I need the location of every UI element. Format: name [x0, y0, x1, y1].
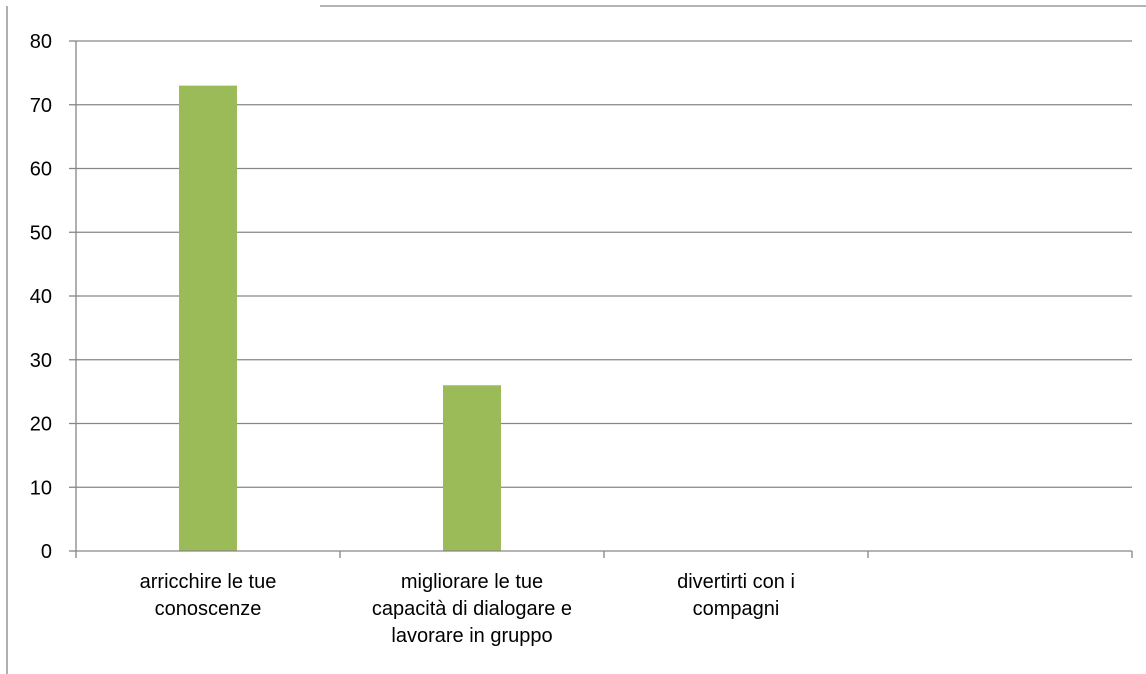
y-tick-label: 40 — [30, 286, 52, 308]
y-tick-label: 0 — [41, 541, 52, 563]
cropped-title — [0, 0, 400, 6]
bars — [179, 85, 501, 551]
x-tick-label-line: conoscenze — [154, 598, 262, 620]
x-tick-label-line: arricchire le tue — [139, 571, 277, 593]
y-tick-label: 30 — [30, 350, 52, 372]
x-tick-label: migliorare le tue capacità di dialogare e… — [342, 569, 602, 650]
x-tick-label-line: capacità di dialogare e — [371, 598, 573, 620]
x-tick-label: divertirti con i compagni — [606, 569, 866, 623]
x-tick-label-line: migliorare le tue — [400, 571, 544, 593]
x-tick-label-line: divertirti con i — [677, 571, 795, 593]
x-tick-label-line: lavorare in gruppo — [391, 625, 553, 647]
x-tick-label-line: compagni — [692, 598, 780, 620]
y-tick-label: 20 — [30, 414, 52, 436]
bar — [179, 85, 237, 551]
bar — [443, 385, 501, 551]
y-tick-label: 60 — [30, 159, 52, 181]
y-tick-labels: 0 10 20 30 40 50 60 70 80 — [30, 31, 52, 563]
gridlines — [76, 40, 1132, 488]
y-tick-label: 70 — [30, 95, 52, 117]
y-tick-label: 50 — [30, 222, 52, 244]
x-tick-label: arricchire le tue conoscenze — [78, 569, 338, 623]
axes — [69, 40, 1133, 558]
y-tick-label: 80 — [30, 31, 52, 53]
y-tick-label: 10 — [30, 477, 52, 499]
